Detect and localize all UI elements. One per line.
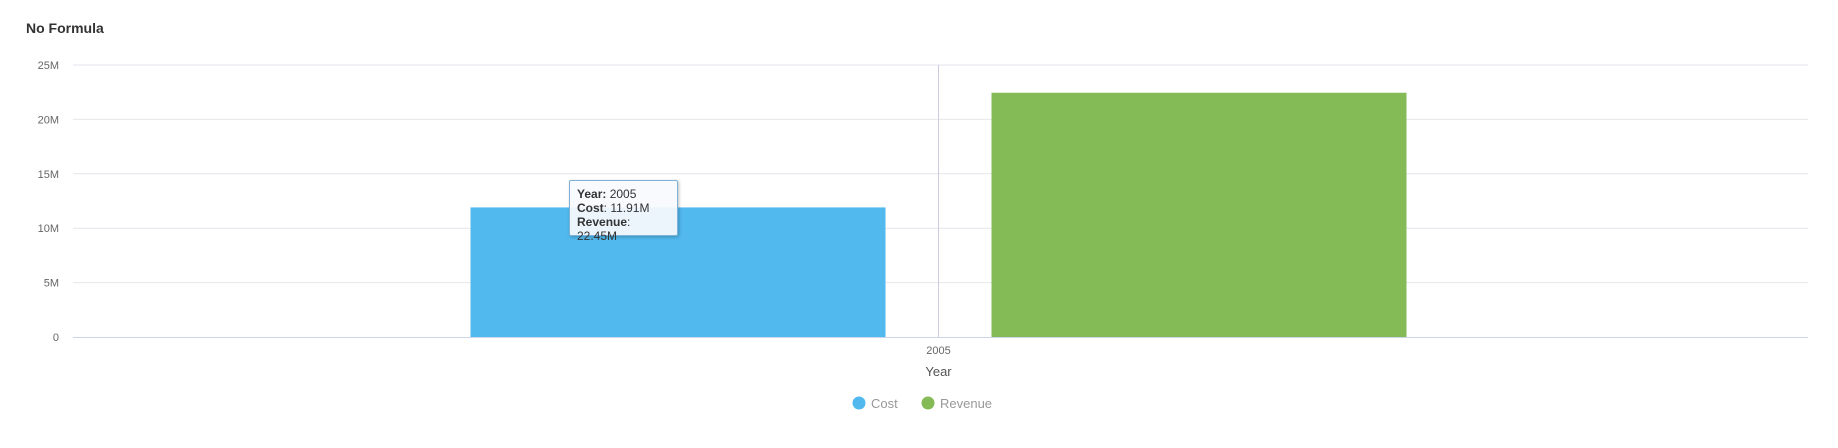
legend-marker: [921, 396, 935, 410]
tooltip-revenue-value: 22.45M: [577, 229, 618, 243]
tooltip: Year: 2005 Cost: 11.91M Revenue: 22.45M: [569, 180, 678, 243]
bar-cost-2005[interactable]: [470, 207, 886, 337]
y-tick-label: 10M: [38, 223, 59, 235]
y-axis-tick-labels: 0 5M 10M 15M 20M 25M: [38, 60, 59, 344]
legend: Cost Revenue: [852, 396, 993, 411]
bar-revenue-2005[interactable]: [991, 92, 1407, 337]
chart-title: No Formula: [26, 20, 104, 36]
legend-marker: [852, 396, 866, 410]
legend-label: Cost: [871, 396, 898, 411]
y-tick-label: 15M: [38, 169, 59, 181]
tooltip-revenue-label: Revenue: [577, 215, 628, 229]
x-axis-tick-labels: 2005: [926, 345, 950, 357]
y-tick-label: 5M: [44, 278, 59, 290]
y-tick-label: 25M: [38, 60, 59, 72]
tooltip-cost-value: 11.91M: [610, 201, 650, 215]
x-tick-label: 2005: [926, 345, 950, 357]
tooltip-year-label: Year: [577, 187, 603, 201]
bars: [470, 92, 1407, 337]
x-axis-title: Year: [925, 364, 952, 379]
tooltip-year-value: 2005: [609, 187, 637, 201]
legend-label: Revenue: [940, 396, 992, 411]
legend-item-revenue[interactable]: Revenue: [921, 396, 993, 411]
y-tick-label: 0: [53, 332, 59, 344]
legend-item-cost[interactable]: Cost: [852, 396, 899, 411]
grid-lines: [73, 64, 1808, 284]
tooltip-cost-label: Cost: [577, 201, 604, 215]
y-tick-label: 20M: [38, 114, 59, 126]
